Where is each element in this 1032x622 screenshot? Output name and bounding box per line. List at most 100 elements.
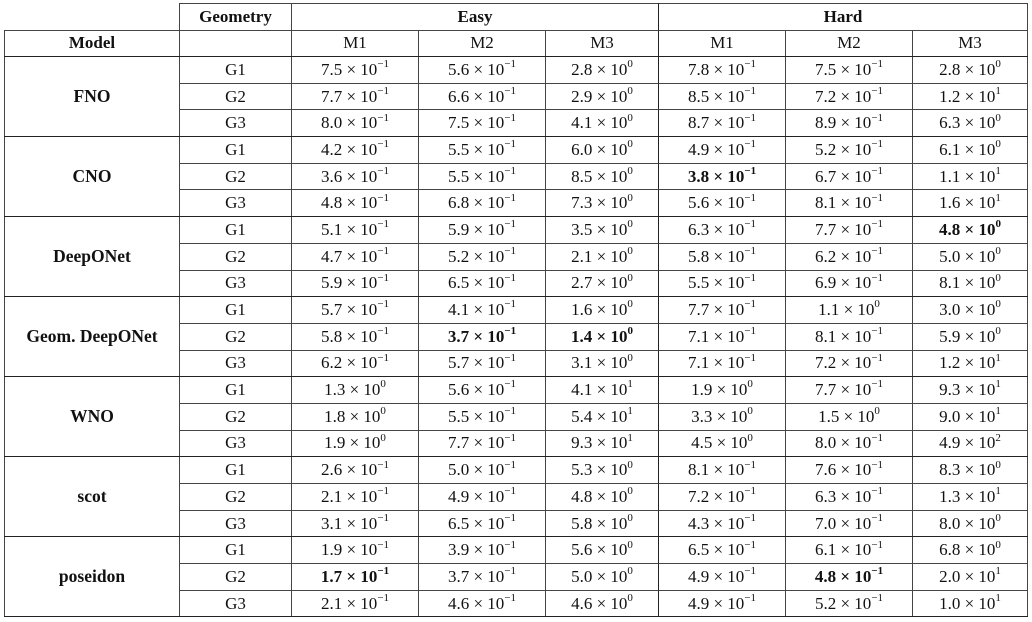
metric-header: M2 (785, 29, 913, 57)
mantissa: 4.9 (687, 139, 710, 159)
mantissa: 6.7 (814, 166, 837, 186)
mantissa: 7.5 (320, 59, 343, 79)
table-row: FNO G1 7.5 × 10−1 5.6 × 10−1 2.8 × 100 7.8 × … (4, 55, 1028, 138)
mantissa: 3.7 (447, 566, 470, 586)
value-cell: 7.2 × 10−1 (785, 349, 913, 378)
mantissa: 6.3 (814, 486, 837, 506)
geometry-cell: G1 (179, 456, 292, 484)
mantissa: 5.6 (447, 380, 470, 400)
exponent: −1 (744, 565, 757, 578)
mantissa: 3.8 (687, 166, 710, 186)
geometry-cell: G2 (179, 402, 292, 431)
value-cell: 6.0 × 100 (545, 136, 659, 164)
mantissa: 1.1 (939, 166, 961, 186)
exponent: −1 (504, 565, 517, 578)
value-cell: 2.1 × 10−1 (291, 589, 419, 618)
exponent: −1 (744, 511, 757, 524)
value-cell: 8.0 × 10−1 (785, 429, 913, 458)
value-cell: 8.0 × 10−1 (291, 109, 419, 138)
table-row: G2 1.7 × 10−1 3.7 × 10−1 5.0 × 100 4.9 × 10−… (5, 563, 1028, 591)
exponent: −1 (871, 58, 884, 71)
exponent: 0 (627, 565, 633, 578)
mantissa: 1.6 (939, 193, 961, 213)
value-cell: 7.1 × 10−1 (658, 322, 786, 351)
exponent: −1 (744, 191, 757, 204)
value-cell: 2.9 × 100 (545, 82, 659, 111)
value-cell: 5.0 × 100 (545, 563, 659, 591)
value-cell: 7.1 × 10−1 (658, 349, 786, 378)
mantissa: 8.0 (320, 113, 343, 133)
mantissa: 5.7 (320, 300, 343, 320)
exponent: −1 (377, 111, 390, 124)
exponent: 1 (995, 565, 1001, 578)
mantissa: 1.3 (939, 486, 961, 506)
exponent: −1 (744, 485, 757, 498)
value-cell: 4.9 × 10−1 (658, 589, 786, 618)
value-cell: 4.2 × 10−1 (291, 136, 419, 164)
mantissa: 7.7 (320, 86, 343, 106)
exponent: −1 (744, 138, 757, 151)
value-cell: 6.5 × 10−1 (418, 269, 546, 298)
value-cell: 4.9 × 10−1 (658, 563, 786, 591)
value-cell: 5.8 × 100 (545, 509, 659, 538)
value-cell: 4.8 × 100 (545, 483, 659, 511)
table-row: G3 1.9 × 100 7.7 × 10−1 9.3 × 101 4.5 × 100 8… (5, 429, 1028, 458)
exponent: −1 (504, 271, 517, 284)
exponent: −1 (504, 431, 517, 444)
exponent: −1 (744, 164, 757, 177)
exponent: −1 (377, 191, 390, 204)
exponent: −1 (744, 298, 757, 311)
exponent: −1 (744, 218, 757, 231)
geometry-cell: G2 (179, 563, 292, 591)
exponent: 1 (995, 351, 1001, 364)
mantissa: 6.0 (571, 139, 593, 159)
table-row: WNO G1 1.3 × 100 5.6 × 10−1 4.1 × 101 1.9 × 1… (4, 376, 1028, 458)
exponent: 0 (995, 218, 1001, 231)
exponent: −1 (377, 164, 390, 177)
mantissa: 5.2 (814, 593, 837, 613)
value-cell: 5.0 × 10−1 (418, 456, 546, 484)
value-cell: 5.6 × 10−1 (418, 56, 546, 84)
mantissa: 8.1 (939, 273, 961, 293)
easy-header: Easy (291, 3, 659, 31)
geometry-cell: G3 (179, 269, 292, 298)
mantissa: 5.7 (447, 353, 470, 373)
mantissa: 8.0 (939, 513, 961, 533)
value-cell: 7.5 × 10−1 (785, 56, 913, 84)
mantissa: 5.0 (447, 460, 470, 480)
mantissa: 8.7 (687, 113, 710, 133)
value-cell: 1.3 × 100 (291, 376, 419, 404)
exponent: −1 (504, 325, 517, 338)
value-cell: 7.5 × 10−1 (291, 56, 419, 84)
value-cell: 7.7 × 10−1 (785, 216, 913, 244)
mantissa: 7.7 (687, 300, 710, 320)
value-cell: 6.1 × 10−1 (785, 536, 913, 565)
value-cell: 6.3 × 10−1 (658, 216, 786, 244)
exponent: 0 (747, 378, 753, 391)
mantissa: 3.5 (571, 219, 593, 239)
mantissa: 3.0 (939, 300, 961, 320)
exponent: 0 (995, 271, 1001, 284)
mantissa: 7.1 (687, 353, 710, 373)
mantissa: 5.5 (687, 273, 710, 293)
mantissa: 4.9 (447, 486, 470, 506)
value-cell: 9.3 × 101 (912, 376, 1028, 404)
value-cell: 6.3 × 100 (912, 109, 1028, 138)
value-cell: 5.2 × 10−1 (418, 242, 546, 271)
mantissa: 5.9 (447, 219, 470, 239)
table-row: G2 1.8 × 100 5.5 × 10−1 5.4 × 101 3.3 × 100 1… (5, 402, 1028, 431)
table-row: CNO G1 4.2 × 10−1 5.5 × 10−1 6.0 × 100 4.9 × … (4, 136, 1028, 218)
exponent: 1 (995, 485, 1001, 498)
value-cell: 6.6 × 10−1 (418, 82, 546, 111)
exponent: −1 (504, 218, 517, 231)
value-cell: 6.5 × 10−1 (418, 509, 546, 538)
value-cell: 9.3 × 101 (545, 429, 659, 458)
value-cell: 1.1 × 101 (912, 162, 1028, 191)
value-cell: 3.3 × 100 (658, 402, 786, 431)
value-cell: 1.9 × 100 (658, 376, 786, 404)
exponent: 0 (627, 538, 633, 551)
exponent: −1 (504, 84, 517, 97)
exponent: 0 (874, 405, 880, 418)
value-cell: 4.9 × 10−1 (658, 136, 786, 164)
exponent: −1 (744, 538, 757, 551)
